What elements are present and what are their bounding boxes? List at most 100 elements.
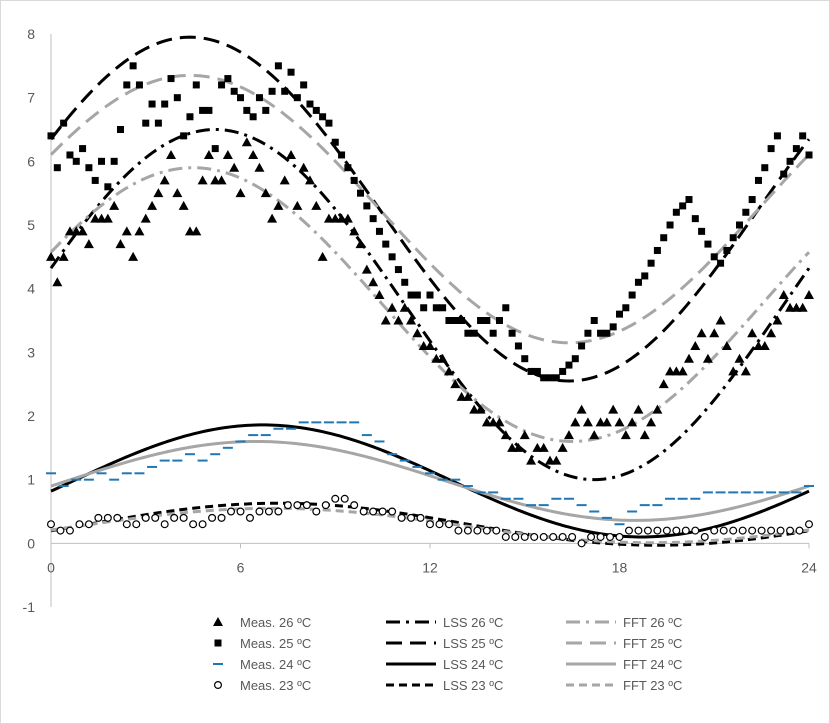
data-point xyxy=(519,430,530,440)
data-point xyxy=(805,151,813,159)
data-point xyxy=(66,151,74,159)
data-point xyxy=(292,200,303,210)
data-point xyxy=(180,132,188,140)
data-point xyxy=(160,520,169,529)
data-point xyxy=(549,532,558,541)
data-point xyxy=(64,226,75,236)
data-point xyxy=(792,145,800,153)
data-point xyxy=(590,317,598,324)
data-point xyxy=(211,145,219,153)
data-point xyxy=(723,246,731,254)
data-point xyxy=(359,507,368,516)
data-point xyxy=(205,106,213,114)
data-point xyxy=(58,251,69,261)
data-point xyxy=(229,162,240,172)
data-point xyxy=(262,106,270,114)
data-point xyxy=(507,442,518,452)
data-point xyxy=(665,366,676,376)
data-point xyxy=(349,226,360,236)
data-point xyxy=(115,239,126,249)
data-point xyxy=(141,513,150,522)
data-point xyxy=(380,315,391,325)
data-point xyxy=(312,106,320,114)
data-point xyxy=(653,526,662,535)
data-point xyxy=(568,532,577,541)
data-point xyxy=(321,501,330,510)
data-point xyxy=(702,353,713,363)
data-point xyxy=(597,329,605,337)
legend-label: Meas. 25 ºC xyxy=(240,636,311,651)
data-point xyxy=(274,62,282,70)
data-point xyxy=(439,304,447,312)
data-point xyxy=(627,417,638,427)
data-point xyxy=(46,520,55,529)
data-point xyxy=(210,175,221,185)
data-point xyxy=(742,208,750,216)
data-point xyxy=(445,317,453,324)
data-point xyxy=(797,302,808,312)
data-point xyxy=(728,366,739,376)
data-point xyxy=(375,227,383,235)
data-point xyxy=(685,196,693,204)
data-point xyxy=(102,213,113,223)
data-point xyxy=(75,520,84,529)
data-point xyxy=(203,149,214,159)
data-point xyxy=(614,417,625,427)
data-point xyxy=(172,188,183,198)
data-point xyxy=(546,374,554,382)
data-point xyxy=(312,507,321,516)
data-point xyxy=(748,196,756,204)
data-point xyxy=(681,526,690,535)
data-point xyxy=(401,278,409,286)
data-point xyxy=(520,532,529,541)
data-point xyxy=(709,328,720,338)
data-point xyxy=(690,340,701,350)
data-point xyxy=(306,100,314,108)
y-tick-label: 3 xyxy=(27,344,35,360)
fit-line xyxy=(50,501,810,547)
data-point xyxy=(641,272,649,280)
data-point xyxy=(766,328,777,338)
data-point xyxy=(691,215,699,223)
legend-swatch xyxy=(214,639,222,647)
data-point xyxy=(483,317,491,324)
data-point xyxy=(539,532,548,541)
data-point xyxy=(319,113,327,121)
data-point xyxy=(388,507,397,516)
y-tick-label: 0 xyxy=(27,535,35,551)
data-point xyxy=(388,253,396,261)
data-point xyxy=(293,501,302,510)
data-point xyxy=(134,226,145,236)
data-point xyxy=(514,342,522,350)
data-point xyxy=(767,526,776,535)
data-point xyxy=(237,94,244,102)
data-point xyxy=(492,526,501,535)
data-point xyxy=(84,520,93,529)
data-point xyxy=(304,175,315,185)
data-point xyxy=(243,106,251,114)
data-point xyxy=(530,532,539,541)
legend-swatch xyxy=(213,617,223,626)
data-point xyxy=(161,100,169,108)
data-point xyxy=(94,513,103,522)
legend-label: Meas. 23 ºC xyxy=(240,678,311,693)
y-tick-label: 1 xyxy=(27,472,35,488)
x-tick-label: 6 xyxy=(237,559,245,575)
data-point xyxy=(279,175,290,185)
data-point xyxy=(199,106,207,114)
data-point xyxy=(65,526,74,535)
data-point xyxy=(90,213,101,223)
data-point xyxy=(129,62,137,70)
data-point xyxy=(173,94,181,102)
data-point xyxy=(186,113,194,121)
data-point xyxy=(323,213,334,223)
y-tick-label: 8 xyxy=(27,26,35,42)
data-point xyxy=(192,81,200,89)
data-point xyxy=(704,240,712,248)
data-point xyxy=(283,501,292,510)
legend: Meas. 26 ºC LSS 26 ºC FFT 26 ºC Meas. 25 ºC… xyxy=(213,615,682,693)
data-point xyxy=(281,87,289,95)
data-point xyxy=(394,266,402,274)
data-point xyxy=(435,520,444,529)
